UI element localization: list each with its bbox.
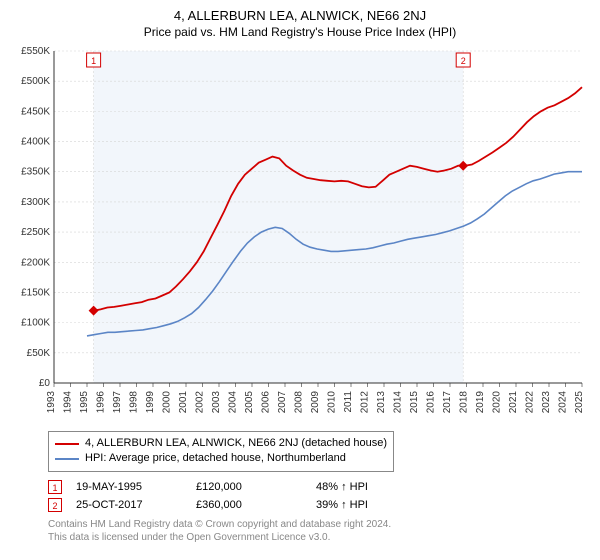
sale-price: £120,000	[196, 481, 316, 493]
legend-swatch	[55, 458, 79, 460]
svg-text:£300K: £300K	[21, 197, 50, 208]
line-chart-svg: £0 £50K £100K £150K £200K £250K £300K £350K £400…	[10, 45, 590, 425]
chart-area: £0 £50K £100K £150K £200K £250K £300K £350K £400…	[10, 45, 590, 425]
svg-text:£550K: £550K	[21, 46, 50, 57]
svg-text:2013: 2013	[376, 391, 387, 414]
svg-text:1995: 1995	[79, 391, 90, 414]
svg-text:2008: 2008	[294, 391, 305, 414]
svg-text:2022: 2022	[525, 391, 536, 414]
svg-text:£400K: £400K	[21, 137, 50, 148]
legend-swatch	[55, 443, 79, 445]
svg-text:2004: 2004	[228, 391, 239, 414]
svg-text:2003: 2003	[211, 391, 222, 414]
svg-text:£200K: £200K	[21, 257, 50, 268]
svg-text:2012: 2012	[360, 391, 371, 414]
svg-text:2: 2	[461, 56, 466, 66]
svg-text:2009: 2009	[310, 391, 321, 414]
sale-date: 19-MAY-1995	[76, 481, 196, 493]
svg-text:2007: 2007	[277, 391, 288, 414]
svg-text:1: 1	[91, 56, 96, 66]
svg-text:1996: 1996	[96, 391, 107, 414]
sale-row: 1 19-MAY-1995 £120,000 48% ↑ HPI	[48, 480, 582, 494]
svg-text:1997: 1997	[112, 391, 123, 414]
legend-label: HPI: Average price, detached house, Nort…	[85, 451, 346, 466]
sale-marker-badge: 2	[48, 498, 62, 512]
legend: 4, ALLERBURN LEA, ALNWICK, NE66 2NJ (det…	[48, 431, 394, 472]
svg-text:£250K: £250K	[21, 227, 50, 238]
legend-label: 4, ALLERBURN LEA, ALNWICK, NE66 2NJ (det…	[85, 436, 387, 451]
svg-text:2001: 2001	[178, 391, 189, 414]
svg-text:2016: 2016	[426, 391, 437, 414]
svg-text:2020: 2020	[492, 391, 503, 414]
svg-text:£500K: £500K	[21, 76, 50, 87]
sale-delta: 48% ↑ HPI	[316, 481, 436, 493]
svg-text:2014: 2014	[393, 391, 404, 414]
svg-text:£350K: £350K	[21, 167, 50, 178]
svg-text:2011: 2011	[343, 391, 354, 413]
chart-container: 4, ALLERBURN LEA, ALNWICK, NE66 2NJ Pric…	[0, 0, 600, 560]
sale-date: 25-OCT-2017	[76, 499, 196, 511]
legend-item: 4, ALLERBURN LEA, ALNWICK, NE66 2NJ (det…	[55, 436, 387, 451]
svg-text:2019: 2019	[475, 391, 486, 414]
svg-text:1994: 1994	[63, 391, 74, 414]
chart-subtitle: Price paid vs. HM Land Registry's House …	[10, 25, 590, 39]
svg-text:2018: 2018	[459, 391, 470, 414]
svg-text:£0: £0	[39, 378, 51, 389]
svg-text:2024: 2024	[558, 391, 569, 414]
chart-title: 4, ALLERBURN LEA, ALNWICK, NE66 2NJ	[10, 8, 590, 23]
sale-row: 2 25-OCT-2017 £360,000 39% ↑ HPI	[48, 498, 582, 512]
svg-text:2006: 2006	[261, 391, 272, 414]
footer-attribution: Contains HM Land Registry data © Crown c…	[48, 518, 582, 544]
svg-text:2005: 2005	[244, 391, 255, 414]
svg-text:2010: 2010	[327, 391, 338, 414]
svg-text:2002: 2002	[195, 391, 206, 414]
svg-text:£100K: £100K	[21, 318, 50, 329]
svg-text:2015: 2015	[409, 391, 420, 414]
sale-delta: 39% ↑ HPI	[316, 499, 436, 511]
sale-price: £360,000	[196, 499, 316, 511]
svg-text:£50K: £50K	[27, 348, 51, 359]
svg-text:1993: 1993	[46, 391, 57, 414]
svg-text:1998: 1998	[129, 391, 140, 414]
footer-line: Contains HM Land Registry data © Crown c…	[48, 518, 582, 531]
sale-marker-badge: 1	[48, 480, 62, 494]
svg-text:2023: 2023	[541, 391, 552, 414]
svg-text:£450K: £450K	[21, 106, 50, 117]
footer-line: This data is licensed under the Open Gov…	[48, 531, 582, 544]
svg-text:£150K: £150K	[21, 287, 50, 298]
svg-text:2021: 2021	[508, 391, 519, 414]
legend-item: HPI: Average price, detached house, Nort…	[55, 451, 387, 466]
svg-text:2000: 2000	[162, 391, 173, 414]
svg-text:2025: 2025	[574, 391, 585, 414]
svg-text:1999: 1999	[145, 391, 156, 414]
svg-text:2017: 2017	[442, 391, 453, 414]
